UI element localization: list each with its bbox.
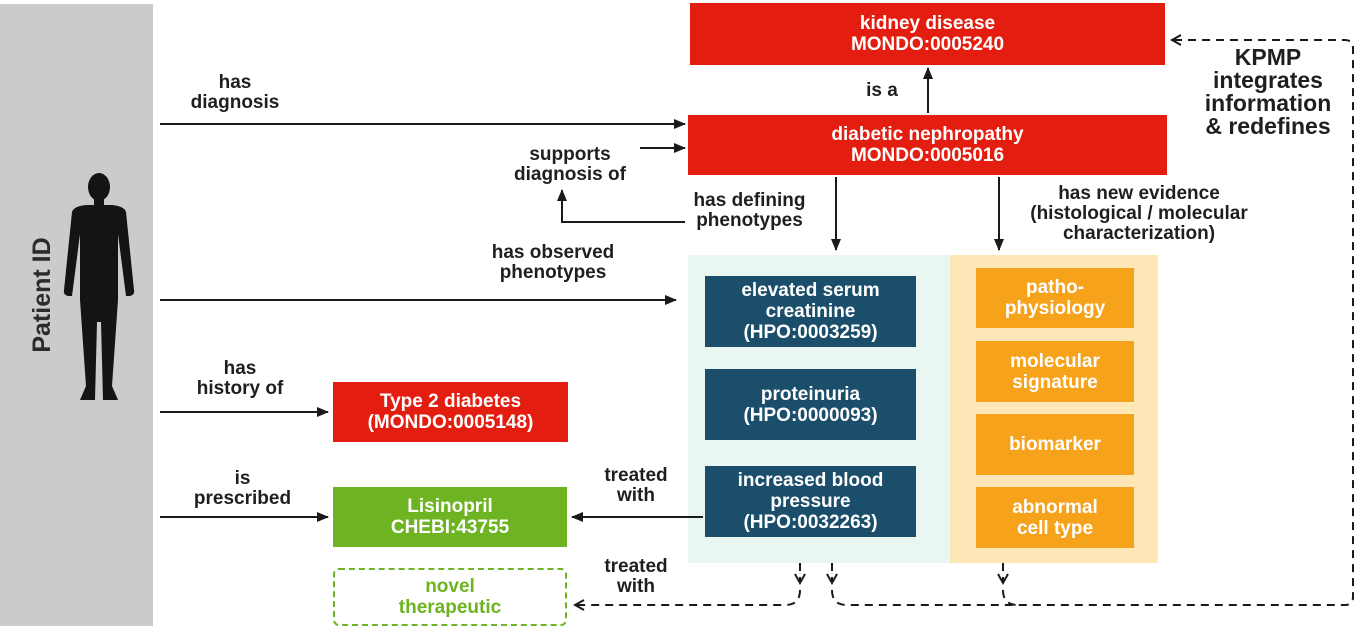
has-diagnosis-line1: has	[218, 72, 252, 93]
has-defining-phenotypes-line1: has defining	[693, 190, 806, 211]
proteinuria-phenotype-node: proteinuria (HPO:0000093)	[705, 369, 916, 440]
abnormal-cell-type-line1: abnormal	[1012, 496, 1098, 518]
lisinopril-node: Lisinopril CHEBI:43755	[333, 487, 567, 547]
is-prescribed-line2: prescribed	[193, 488, 292, 509]
creatinine-phenotype-node: elevated serum creatinine (HPO:0003259)	[705, 276, 916, 347]
has-diagnosis-line2: diagnosis	[190, 92, 280, 113]
type2-diabetes-node: Type 2 diabetes (MONDO:0005148)	[333, 382, 568, 442]
novel-therapeutic-dashed-path	[575, 589, 801, 605]
has-new-evidence-line1: has new evidence	[1058, 183, 1220, 204]
treated-with-2-line1: treated	[604, 556, 668, 577]
kpmp-line1: KPMP	[1234, 44, 1302, 70]
treated-with-2-line2: with	[617, 576, 655, 597]
blood-pressure-line2: pressure	[770, 491, 851, 512]
kpmp-line2: integrates	[1213, 67, 1323, 93]
lisinopril-name: Lisinopril	[407, 496, 493, 517]
novel-therapeutic-line1: novel	[425, 576, 475, 597]
novel-therapeutic-node: novel therapeutic	[333, 568, 567, 626]
has-history-of-line1: has	[223, 358, 257, 379]
observed-to-supports-arrow	[557, 189, 685, 223]
pathophysiology-line1: patho-	[1025, 277, 1085, 298]
is-prescribed-line1: is	[234, 468, 251, 489]
supports-diagnosis-label: supports diagnosis of	[495, 145, 645, 185]
has-new-evidence-label: has new evidence (histological / molecul…	[1008, 184, 1270, 244]
creatinine-id: (HPO:0003259)	[743, 322, 878, 343]
has-diagnosis-label: has diagnosis	[180, 73, 290, 113]
kidney-disease-name: kidney disease	[859, 13, 996, 34]
evidence-to-feedback-dashed-path	[1002, 589, 1019, 606]
proteinuria-name: proteinuria	[760, 383, 861, 405]
supports-diagnosis-line2: diagnosis of	[514, 164, 626, 185]
pathophysiology-line2: physiology	[1004, 298, 1106, 319]
has-defining-phenotypes-label: has defining phenotypes	[677, 191, 822, 231]
biomarker-label: biomarker	[1009, 434, 1101, 455]
is-prescribed-label: is prescribed	[180, 469, 305, 509]
kpmp-line4: & redefines	[1205, 113, 1331, 139]
creatinine-line2: creatinine	[765, 301, 856, 322]
person-silhouette-icon	[63, 173, 135, 400]
biomarker-node: biomarker	[976, 414, 1134, 475]
lisinopril-id: CHEBI:43755	[390, 517, 510, 538]
type2-diabetes-name: Type 2 diabetes	[379, 391, 522, 412]
creatinine-line1: elevated serum	[741, 280, 880, 301]
patient-id-bar	[0, 4, 153, 626]
novel-therapeutic-line2: therapeutic	[398, 597, 502, 618]
kpmp-label: KPMP integrates information & redefines	[1180, 46, 1356, 138]
diabetic-nephropathy-id: MONDO:0005016	[850, 145, 1005, 166]
has-defining-phenotypes-line2: phenotypes	[696, 210, 803, 231]
has-observed-phenotypes-line2: phenotypes	[499, 262, 607, 283]
diabetic-nephropathy-name: diabetic nephropathy	[831, 124, 1024, 145]
type2-diabetes-id: (MONDO:0005148)	[367, 412, 534, 433]
treated-with-1-line2: with	[617, 485, 655, 506]
kidney-disease-id: MONDO:0005240	[850, 34, 1005, 55]
blood-pressure-line1: increased blood	[737, 470, 884, 491]
pathophysiology-node: patho- physiology	[976, 268, 1134, 328]
blood-pressure-phenotype-node: increased blood pressure (HPO:0032263)	[705, 466, 916, 537]
has-observed-phenotypes-label: has observed phenotypes	[468, 243, 638, 283]
treated-with-1-line1: treated	[604, 465, 668, 486]
has-observed-phenotypes-line1: has observed	[491, 242, 615, 263]
has-new-evidence-line3: characterization)	[1062, 223, 1216, 244]
has-history-of-line2: history of	[196, 378, 284, 399]
molecular-signature-node: molecular signature	[976, 341, 1134, 402]
kpmp-line3: information	[1204, 90, 1332, 116]
molecular-signature-line2: signature	[1012, 371, 1098, 393]
molecular-signature-line1: molecular	[1010, 350, 1100, 372]
has-history-of-label: has history of	[180, 359, 300, 399]
kidney-disease-node: kidney disease MONDO:0005240	[690, 3, 1165, 65]
supports-diagnosis-line1: supports	[529, 144, 611, 165]
treated-with-label-2: treated with	[586, 557, 686, 597]
is-a-label: is a	[866, 80, 898, 101]
proteinuria-id: (HPO:0000093)	[743, 404, 878, 426]
treated-with-label-1: treated with	[586, 466, 686, 506]
blood-pressure-id: (HPO:0032263)	[743, 512, 878, 533]
has-new-evidence-line2: (histological / molecular	[1030, 203, 1248, 224]
abnormal-cell-type-line2: cell type	[1016, 517, 1094, 539]
abnormal-cell-type-node: abnormal cell type	[976, 487, 1134, 548]
diabetic-nephropathy-node: diabetic nephropathy MONDO:0005016	[688, 115, 1167, 175]
